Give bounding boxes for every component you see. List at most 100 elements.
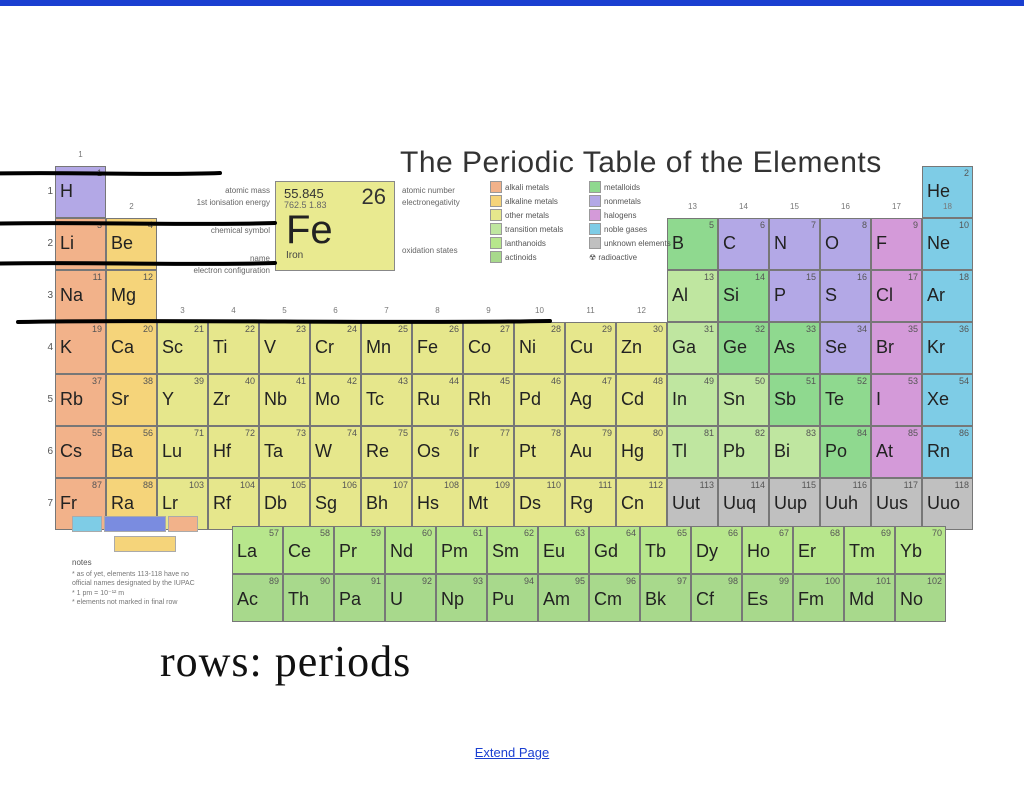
element-cell: 84Po — [820, 426, 871, 478]
element-cell: 45Rh — [463, 374, 514, 426]
notes-header: notes — [72, 558, 217, 568]
element-cell: 92U — [385, 574, 436, 622]
element-cell: 96Cm — [589, 574, 640, 622]
element-cell: 57La — [232, 526, 283, 574]
group-label: 11 — [565, 306, 616, 315]
element-cell: 75Re — [361, 426, 412, 478]
element-cell: 117Uus — [871, 478, 922, 530]
key-mass: 55.845 — [284, 186, 324, 201]
element-cell: 30Zn — [616, 322, 667, 374]
element-cell: 27Co — [463, 322, 514, 374]
element-cell: 94Pu — [487, 574, 538, 622]
legend-item: alkali metals — [490, 181, 581, 193]
element-cell: 58Ce — [283, 526, 334, 574]
notes-line: * elements not marked in final row — [72, 598, 217, 607]
element-cell: 42Mo — [310, 374, 361, 426]
key-label-ion: 1st ionisation energy — [175, 198, 270, 207]
element-cell: 93Np — [436, 574, 487, 622]
element-cell: 86Rn — [922, 426, 973, 478]
element-cell: 76Os — [412, 426, 463, 478]
extend-page-row: Extend Page — [0, 744, 1024, 762]
period-label: 5 — [43, 394, 53, 405]
element-cell: 40Zr — [208, 374, 259, 426]
element-cell: 85At — [871, 426, 922, 478]
element-cell: 8O — [820, 218, 871, 270]
key-label-name: name — [175, 254, 270, 263]
legend-item: noble gases — [589, 223, 680, 235]
group-label: 4 — [208, 306, 259, 315]
element-cell: 66Dy — [691, 526, 742, 574]
key-name: Iron — [286, 250, 303, 261]
element-cell: 4Be — [106, 218, 157, 270]
legend-item: nonmetals — [589, 195, 680, 207]
element-cell: 53I — [871, 374, 922, 426]
element-cell: 105Db — [259, 478, 310, 530]
group-label: 5 — [259, 306, 310, 315]
element-cell: 34Se — [820, 322, 871, 374]
element-cell: 72Hf — [208, 426, 259, 478]
element-cell: 91Pa — [334, 574, 385, 622]
element-cell: 97Bk — [640, 574, 691, 622]
element-cell: 69Tm — [844, 526, 895, 574]
element-cell: 63Eu — [538, 526, 589, 574]
element-cell: 3Li — [55, 218, 106, 270]
element-cell: 111Rg — [565, 478, 616, 530]
legend-item: other metals — [490, 209, 581, 221]
element-cell: 38Sr — [106, 374, 157, 426]
element-cell: 56Ba — [106, 426, 157, 478]
group-label: 15 — [769, 202, 820, 211]
period-label: 4 — [43, 342, 53, 353]
element-cell: 51Sb — [769, 374, 820, 426]
element-cell: 31Ga — [667, 322, 718, 374]
group-label: 6 — [310, 306, 361, 315]
element-cell: 23V — [259, 322, 310, 374]
element-cell: 73Ta — [259, 426, 310, 478]
element-cell: 46Pd — [514, 374, 565, 426]
element-cell: 109Mt — [463, 478, 514, 530]
notes-block: notes * as of yet, elements 113-118 have… — [72, 516, 217, 607]
key-label-conf: electron configuration — [155, 266, 270, 275]
element-cell: 78Pt — [514, 426, 565, 478]
key-label-sym: chemical symbol — [175, 226, 270, 235]
element-cell: 80Hg — [616, 426, 667, 478]
group-label: 17 — [871, 202, 922, 211]
element-key-box: 55.845 26 762.5 1.83 Fe Iron — [275, 181, 395, 271]
element-cell: 79Au — [565, 426, 616, 478]
legend-item: unknown elements — [589, 237, 680, 249]
legend-item: actinoids — [490, 251, 581, 263]
element-cell: 114Uuq — [718, 478, 769, 530]
element-cell: 74W — [310, 426, 361, 478]
legend-item: metalloids — [589, 181, 680, 193]
element-cell: 43Tc — [361, 374, 412, 426]
element-cell: 113Uut — [667, 478, 718, 530]
element-cell: 39Y — [157, 374, 208, 426]
element-cell: 59Pr — [334, 526, 385, 574]
group-label: 8 — [412, 306, 463, 315]
element-cell: 65Tb — [640, 526, 691, 574]
element-cell: 112Cn — [616, 478, 667, 530]
element-cell: 52Te — [820, 374, 871, 426]
extend-page-link[interactable]: Extend Page — [475, 745, 549, 760]
element-cell: 25Mn — [361, 322, 412, 374]
element-cell: 28Ni — [514, 322, 565, 374]
element-cell: 18Ar — [922, 270, 973, 322]
group-label: 14 — [718, 202, 769, 211]
key-symbol: Fe — [286, 208, 333, 253]
element-cell: 70Yb — [895, 526, 946, 574]
legend-item: halogens — [589, 209, 680, 221]
key-atomic-number: 26 — [362, 184, 386, 210]
element-cell: 64Gd — [589, 526, 640, 574]
legend-item: lanthanoids — [490, 237, 581, 249]
element-cell: 21Sc — [157, 322, 208, 374]
element-cell: 12Mg — [106, 270, 157, 322]
notes-line: * 1 pm = 10⁻¹² m — [72, 589, 217, 598]
element-cell: 54Xe — [922, 374, 973, 426]
legend-item: ☢ radioactive — [589, 251, 680, 263]
element-cell: 60Nd — [385, 526, 436, 574]
element-cell: 17Cl — [871, 270, 922, 322]
element-cell: 32Ge — [718, 322, 769, 374]
element-cell: 77Ir — [463, 426, 514, 478]
key-label-an: atomic number — [402, 186, 455, 195]
element-cell: 48Cd — [616, 374, 667, 426]
element-cell: 67Ho — [742, 526, 793, 574]
